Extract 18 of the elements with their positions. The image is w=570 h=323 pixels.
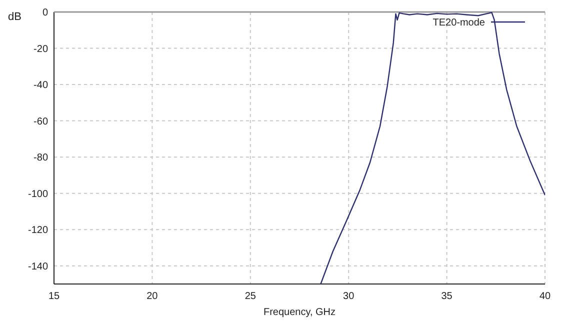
y-tick-label: -60 xyxy=(34,116,48,128)
y-axis-title: dB xyxy=(8,11,22,23)
y-tick-label: -40 xyxy=(34,80,48,92)
y-tick-label: -100 xyxy=(28,188,48,200)
x-tick-label: 40 xyxy=(539,291,551,302)
y-tick-label: -120 xyxy=(28,225,48,236)
y-tick-label: -20 xyxy=(34,44,48,55)
x-tick-label: 20 xyxy=(146,291,158,302)
y-tick-label: -80 xyxy=(34,152,48,164)
x-axis-title: Frequency, GHz xyxy=(263,307,336,318)
line-series xyxy=(320,12,545,284)
x-tick-label: 30 xyxy=(343,291,355,302)
y-tick-label: -140 xyxy=(28,261,48,272)
x-tick-label: 15 xyxy=(48,291,60,302)
x-tick-label: 25 xyxy=(244,291,256,302)
x-tick-label: 35 xyxy=(441,291,453,302)
y-tick-label: 0 xyxy=(42,8,48,18)
legend-label: TE20-mode xyxy=(432,18,486,28)
